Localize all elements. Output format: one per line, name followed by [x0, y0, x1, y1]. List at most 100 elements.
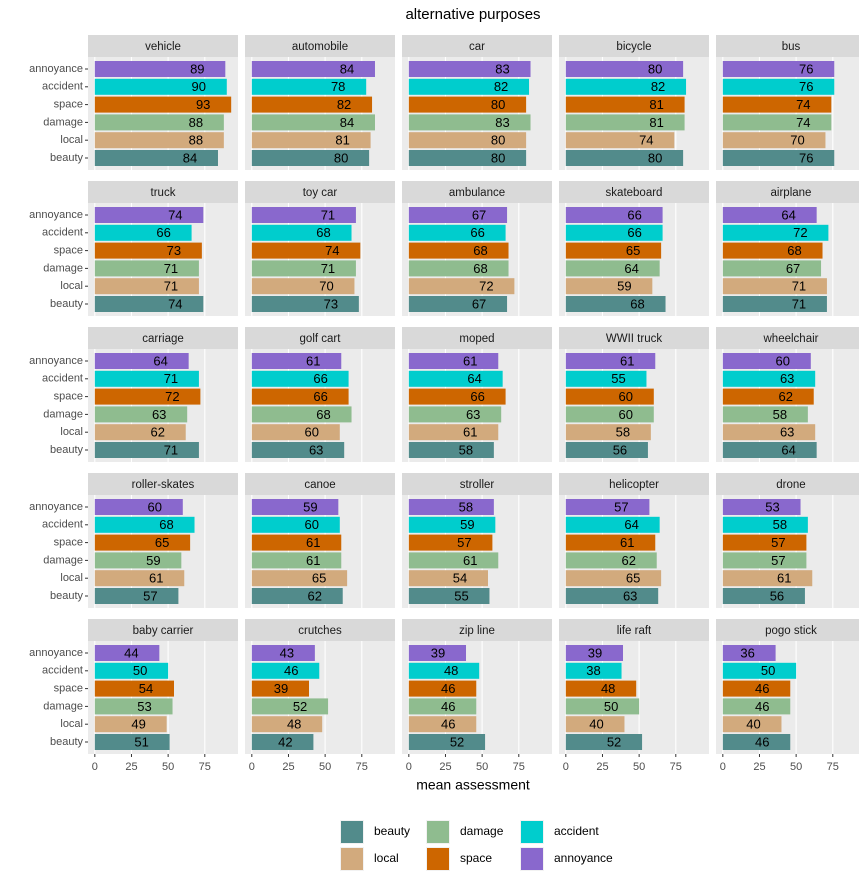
value-label: 50 — [761, 663, 775, 678]
value-label: 66 — [470, 389, 484, 404]
legend-key — [521, 821, 543, 843]
value-label: 57 — [614, 499, 628, 514]
y-tick-label: local — [60, 572, 83, 584]
value-label: 67 — [472, 207, 486, 222]
y-tick-label: accident — [42, 665, 83, 677]
value-label: 62 — [778, 389, 792, 404]
strip — [402, 619, 552, 641]
bar — [722, 716, 782, 733]
value-label: 60 — [619, 407, 633, 422]
strip — [88, 181, 238, 203]
bar — [565, 680, 637, 697]
bar — [565, 242, 662, 259]
bar — [94, 370, 199, 387]
x-tick-label: 75 — [670, 761, 682, 773]
value-label: 71 — [321, 261, 335, 276]
bar — [565, 388, 654, 405]
value-label: 60 — [305, 517, 319, 532]
value-label: 64 — [624, 517, 638, 532]
value-label: 39 — [274, 681, 288, 696]
value-label: 63 — [152, 407, 166, 422]
x-tick-label: 50 — [162, 761, 174, 773]
strip — [559, 327, 709, 349]
strip-label: roller-skates — [132, 479, 195, 491]
bar — [251, 114, 375, 131]
y-tick-label: damage — [43, 554, 83, 566]
bar — [565, 645, 624, 661]
value-label: 80 — [648, 150, 662, 165]
bar — [94, 278, 199, 295]
value-label: 62 — [307, 588, 321, 603]
bar — [408, 353, 499, 369]
bar — [565, 114, 685, 131]
value-label: 57 — [143, 588, 157, 603]
y-tick-label: beauty — [50, 736, 84, 748]
y-tick-label: beauty — [50, 152, 84, 164]
value-label: 48 — [444, 663, 458, 678]
value-label: 71 — [792, 296, 806, 311]
bar — [565, 662, 622, 679]
value-label: 55 — [454, 588, 468, 603]
strip-label: drone — [776, 479, 805, 491]
bar — [251, 150, 370, 166]
value-label: 61 — [149, 571, 163, 586]
y-tick-label: annoyance — [29, 209, 83, 221]
bar — [565, 716, 625, 733]
y-tick-label: accident — [42, 81, 83, 93]
bar — [408, 406, 502, 423]
bar — [251, 570, 348, 587]
value-label: 61 — [620, 535, 634, 550]
x-tick-label: 25 — [439, 761, 451, 773]
bar — [408, 588, 490, 604]
bar — [94, 499, 183, 515]
value-label: 68 — [630, 296, 644, 311]
bar — [94, 61, 226, 77]
bar — [408, 78, 530, 95]
bar — [565, 442, 648, 458]
y-tick-label: space — [54, 391, 83, 403]
strip — [402, 181, 552, 203]
value-label: 42 — [278, 734, 292, 749]
value-label: 74 — [168, 296, 182, 311]
bar — [94, 224, 192, 241]
value-label: 39 — [431, 645, 445, 660]
y-tick-label: space — [54, 683, 83, 695]
value-label: 74 — [796, 115, 810, 130]
bar — [565, 61, 684, 77]
value-label: 90 — [192, 79, 206, 94]
bar — [94, 662, 169, 679]
value-label: 61 — [777, 571, 791, 586]
bar — [94, 242, 202, 259]
value-label: 46 — [441, 681, 455, 696]
bar — [251, 645, 315, 661]
value-label: 88 — [189, 115, 203, 130]
value-label: 46 — [441, 699, 455, 714]
bar — [722, 662, 797, 679]
value-label: 71 — [164, 279, 178, 294]
strip-label: vehicle — [145, 41, 181, 53]
strip — [88, 35, 238, 57]
bar — [251, 552, 342, 569]
bar — [565, 370, 647, 387]
bar — [94, 680, 174, 697]
value-label: 84 — [340, 61, 354, 76]
bar — [565, 260, 660, 277]
bar — [565, 734, 643, 750]
bar — [251, 370, 349, 387]
bar — [251, 424, 340, 441]
strip — [402, 327, 552, 349]
y-tick-label: beauty — [50, 590, 84, 602]
strip-label: canoe — [304, 479, 335, 491]
bar — [722, 61, 835, 77]
value-label: 44 — [124, 645, 138, 660]
value-label: 53 — [137, 699, 151, 714]
value-label: 57 — [771, 553, 785, 568]
bar — [408, 242, 509, 259]
value-label: 54 — [453, 571, 467, 586]
bar — [251, 698, 329, 715]
value-label: 58 — [616, 425, 630, 440]
bar — [251, 132, 371, 149]
value-label: 62 — [150, 425, 164, 440]
value-label: 78 — [331, 79, 345, 94]
